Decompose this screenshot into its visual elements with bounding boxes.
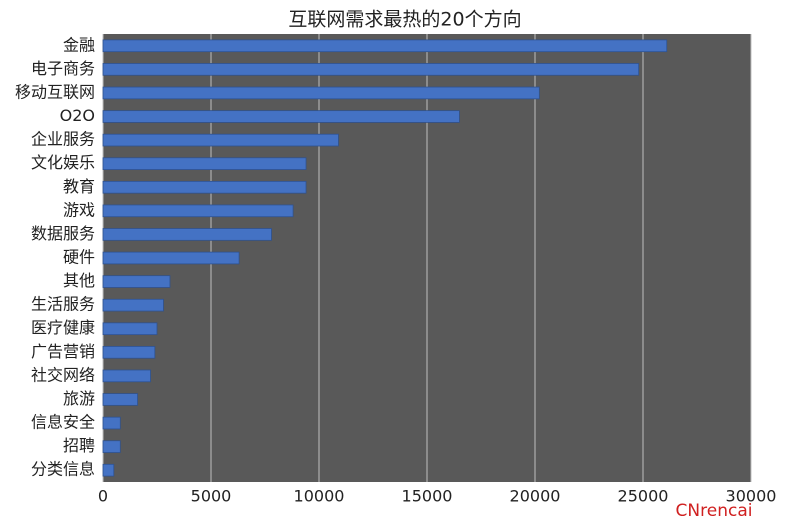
x-tick-label: 15000 <box>402 487 453 506</box>
chart-title: 互联网需求最热的20个方向 <box>288 9 521 31</box>
bar <box>102 39 668 53</box>
watermark: CNrencai <box>676 501 753 521</box>
y-tick-label: 金融 <box>63 35 95 54</box>
bar <box>102 463 115 477</box>
y-tick-label: 信息安全 <box>31 413 95 432</box>
bar <box>102 393 138 406</box>
bar <box>102 133 339 147</box>
y-tick-label: 分类信息 <box>31 460 95 479</box>
bar <box>102 63 640 76</box>
y-tick-label: 教育 <box>63 177 95 196</box>
y-tick-label: 生活服务 <box>31 295 95 314</box>
x-tick-label: 25000 <box>618 487 669 506</box>
bar <box>102 369 151 383</box>
y-tick-label: 数据服务 <box>31 224 95 243</box>
x-tick-label: 0 <box>98 487 108 506</box>
bar <box>102 440 121 453</box>
y-tick-label: 游戏 <box>63 200 95 219</box>
bar <box>102 180 307 194</box>
bar <box>102 346 156 359</box>
y-tick-label: 移动互联网 <box>15 82 95 101</box>
bar <box>102 157 307 170</box>
bar <box>102 275 171 288</box>
x-tick-label: 20000 <box>510 487 561 506</box>
bar <box>102 298 164 312</box>
y-tick-label: 医疗健康 <box>31 318 95 337</box>
y-tick-label: 社交网络 <box>31 365 95 384</box>
y-tick-label: 文化娱乐 <box>31 153 95 172</box>
y-tick-label: 招聘 <box>63 436 95 455</box>
x-tick-label: 10000 <box>294 487 345 506</box>
y-tick-label: 电子商务 <box>31 59 95 78</box>
x-tick-label: 5000 <box>191 487 232 506</box>
bar <box>102 416 121 430</box>
bar <box>102 110 460 123</box>
y-tick-label: 硬件 <box>63 248 95 267</box>
y-tick-label: O2O <box>60 106 95 125</box>
y-tick-label: 企业服务 <box>31 130 95 149</box>
y-tick-label: 旅游 <box>63 389 95 408</box>
bar <box>102 251 240 265</box>
y-tick-label: 其他 <box>63 271 95 290</box>
x-tick-label: 30000 <box>726 487 777 506</box>
bar <box>102 228 272 241</box>
bar <box>102 322 158 336</box>
bar <box>102 204 294 218</box>
bar <box>102 86 540 100</box>
y-tick-label: 广告营销 <box>31 342 95 361</box>
